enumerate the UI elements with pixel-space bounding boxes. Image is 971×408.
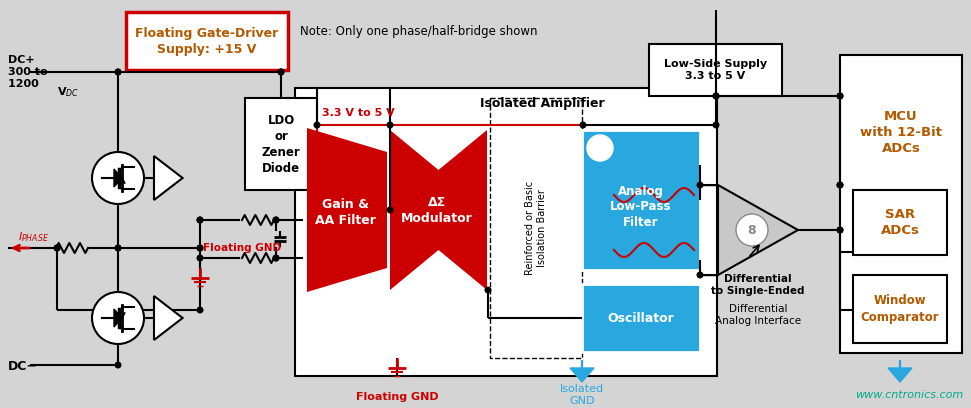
Text: Differential
to Single-Ended: Differential to Single-Ended [711,274,805,296]
Bar [245,98,317,190]
Circle shape [485,286,491,293]
Circle shape [580,122,586,129]
Text: Oscillator: Oscillator [608,311,675,324]
Circle shape [115,361,121,368]
Bar [582,130,700,270]
Circle shape [836,182,844,188]
Text: $I_{PHASE}$: $I_{PHASE}$ [18,230,49,244]
Text: LDO
or
Zener
Diode: LDO or Zener Diode [261,113,300,175]
Circle shape [92,292,144,344]
Circle shape [386,206,393,213]
Circle shape [836,182,844,188]
Circle shape [92,152,144,204]
Circle shape [196,244,204,251]
Circle shape [386,122,393,129]
Circle shape [196,306,204,313]
Circle shape [273,217,280,224]
Circle shape [196,244,204,251]
Text: Reinforced or Basic
Isolation Barrier: Reinforced or Basic Isolation Barrier [524,181,548,275]
Text: Differential
Analog Interface: Differential Analog Interface [715,304,801,326]
Circle shape [696,182,704,188]
Polygon shape [154,156,183,200]
Circle shape [196,255,204,262]
Circle shape [115,244,121,251]
Text: Note: Only one phase/half-bridge shown: Note: Only one phase/half-bridge shown [300,25,538,38]
Circle shape [836,226,844,233]
Circle shape [53,244,60,251]
Text: V$_{DC}$: V$_{DC}$ [57,85,79,99]
Text: DC−: DC− [8,361,38,373]
Circle shape [278,69,285,75]
Circle shape [273,255,280,262]
Circle shape [115,69,121,75]
Text: Isolated Amplifier: Isolated Amplifier [480,98,605,111]
Circle shape [314,122,320,129]
Circle shape [713,93,720,100]
Circle shape [273,217,280,224]
Bar [853,275,947,343]
Polygon shape [154,296,183,340]
Text: Gain &
AA Filter: Gain & AA Filter [315,197,376,226]
Polygon shape [114,309,122,327]
Polygon shape [114,169,122,187]
Bar [840,55,962,353]
Circle shape [196,217,204,224]
Text: ΔΣ
Modulator: ΔΣ Modulator [401,195,473,224]
Bar [295,88,717,376]
Circle shape [273,255,280,262]
Bar [853,190,947,255]
Text: www.cntronics.com: www.cntronics.com [854,390,963,400]
Circle shape [696,271,704,279]
Text: Window
Comparator: Window Comparator [860,295,939,324]
Text: DC+
300 to
1200: DC+ 300 to 1200 [8,55,48,89]
Polygon shape [390,130,487,290]
Text: MCU
with 12-Bit
ADCs: MCU with 12-Bit ADCs [860,111,942,155]
Circle shape [836,226,844,233]
Text: 3.3 V to 5 V: 3.3 V to 5 V [322,108,395,118]
Text: 8: 8 [748,224,756,237]
Text: Isolated
GND: Isolated GND [560,384,604,406]
Text: Low-Side Supply
3.3 to 5 V: Low-Side Supply 3.3 to 5 V [664,59,767,81]
Circle shape [587,135,613,161]
Bar [582,284,700,352]
Text: 7: 7 [595,142,604,155]
Circle shape [278,69,285,75]
Circle shape [115,69,121,75]
Polygon shape [888,368,912,382]
Circle shape [713,93,720,100]
Polygon shape [570,368,594,382]
Text: Floating GND: Floating GND [355,392,438,402]
Circle shape [53,244,60,251]
Circle shape [115,244,121,251]
Circle shape [196,217,204,224]
Polygon shape [307,128,387,292]
Bar [649,44,782,96]
Bar [490,98,582,358]
Polygon shape [390,130,487,290]
Text: Floating GND: Floating GND [203,243,282,253]
Circle shape [836,93,844,100]
Circle shape [713,122,720,129]
Text: SAR
ADCs: SAR ADCs [881,208,920,237]
Circle shape [836,93,844,100]
Text: Floating Gate-Driver
Supply: +15 V: Floating Gate-Driver Supply: +15 V [135,27,279,55]
Text: Analog
Low-Pass
Filter: Analog Low-Pass Filter [610,184,672,229]
Polygon shape [718,185,798,275]
Bar [126,12,288,70]
Circle shape [736,214,768,246]
